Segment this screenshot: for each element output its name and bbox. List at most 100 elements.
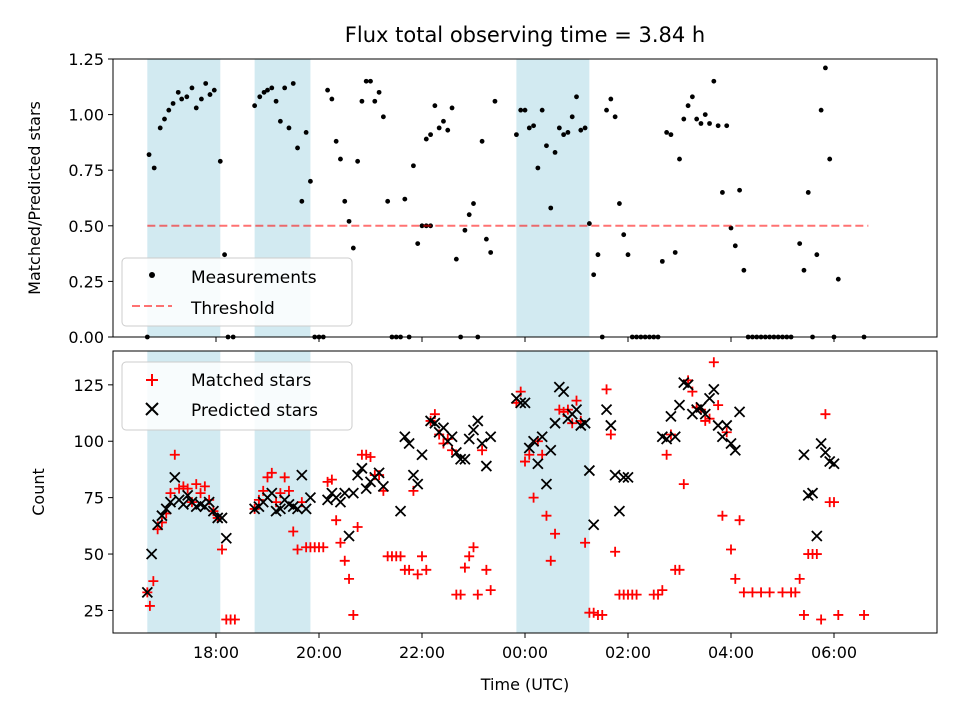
matched-star-marker [318, 542, 329, 553]
measurement-point [814, 252, 820, 258]
measurement-point [720, 190, 725, 195]
measurement-point [479, 138, 485, 144]
predicted-star-marker [515, 397, 527, 409]
matched-star-marker [331, 515, 342, 526]
measurement-point [578, 127, 584, 133]
predicted-star-marker [446, 431, 458, 443]
predicted-star-marker [583, 464, 596, 477]
measurement-point [376, 89, 382, 95]
figure-title: Flux total observing time = 3.84 h [345, 23, 705, 47]
matched-star-marker [859, 609, 870, 620]
matched-star-marker [520, 456, 530, 467]
matched-star-marker [199, 481, 210, 492]
measurement-point [471, 201, 476, 206]
measurement-point [211, 87, 217, 93]
x-axis-label: Time (UTC) [480, 675, 569, 694]
measurement-point [428, 132, 433, 138]
measurement-point [741, 267, 747, 273]
predicted-star-marker [156, 510, 168, 522]
matched-star-marker [597, 609, 608, 620]
measurement-point [372, 98, 378, 104]
matched-star-marker [588, 607, 599, 618]
measurement-point [732, 243, 738, 249]
predicted-star-marker [291, 503, 304, 515]
predicted-star-marker [216, 512, 228, 524]
measurement-point [363, 78, 369, 84]
predicted-star-marker [660, 433, 673, 445]
legend-threshold-label: Threshold [190, 299, 275, 319]
measurement-point [526, 125, 532, 131]
measurement-point [604, 107, 609, 113]
measurement-point [402, 196, 408, 202]
matched-star-marker [404, 564, 415, 575]
measurement-point [385, 198, 391, 204]
matched-star-marker [421, 564, 432, 575]
matched-star-marker [713, 400, 724, 411]
predicted-star-marker [403, 437, 415, 450]
matched-star-marker [253, 494, 264, 505]
predicted-star-marker [437, 422, 450, 434]
matched-star-marker [365, 452, 376, 463]
measurement-point [282, 85, 288, 91]
matched-star-marker [756, 587, 767, 598]
matched-star-marker [182, 483, 193, 494]
predicted-star-marker [703, 392, 716, 405]
matched-star-marker [661, 449, 672, 460]
measurement-point [621, 232, 627, 238]
measurement-point [166, 107, 172, 113]
measurement-point [711, 78, 717, 84]
bottom-ytick-label: 50 [84, 545, 104, 564]
matched-star-marker [283, 485, 294, 496]
predicted-star-marker [699, 408, 711, 420]
measurement-point [681, 116, 687, 122]
measurement-point [582, 125, 588, 131]
matched-star-marker [747, 587, 758, 598]
predicted-star-marker [605, 419, 617, 432]
measurement-point [199, 96, 204, 102]
predicted-star-marker [721, 419, 733, 432]
predicted-star-marker [182, 489, 194, 502]
measurement-point [355, 158, 361, 164]
measurement-point [189, 85, 195, 91]
measurement-point [724, 123, 730, 129]
matched-star-marker [178, 481, 189, 492]
predicted-star-marker [266, 487, 278, 499]
matched-star-marker [738, 587, 749, 598]
measurement-point [350, 245, 356, 251]
matched-star-marker [605, 429, 616, 440]
measurement-point [175, 89, 181, 95]
predicted-star-marker [407, 469, 420, 481]
measurement-point [308, 178, 313, 184]
predicted-star-marker [467, 424, 480, 436]
top-ylabel: Matched/Predicted stars [25, 101, 44, 295]
measurement-point [179, 96, 185, 102]
bottom-xtick-label: 22:00 [399, 643, 445, 662]
measurement-point [432, 103, 438, 109]
predicted-star-marker [472, 415, 484, 427]
predicted-star-marker [669, 431, 681, 443]
measurement-point [157, 125, 163, 131]
bottom-xtick-label: 02:00 [605, 643, 651, 662]
predicted-star-marker [557, 385, 570, 398]
measurement-point [325, 87, 330, 93]
predicted-star-marker [177, 498, 190, 511]
matched-star-marker [833, 609, 844, 620]
measurement-point [548, 205, 554, 211]
predicted-star-marker [454, 453, 467, 465]
measurement-point [801, 267, 807, 273]
matched-star-marker [288, 526, 299, 537]
bottom-shaded-interval [516, 351, 590, 633]
predicted-star-marker [811, 530, 823, 542]
matched-star-marker [554, 404, 565, 415]
predicted-star-marker [394, 505, 407, 517]
measurement-point [689, 94, 695, 100]
measurement-point [715, 123, 721, 129]
predicted-star-marker [613, 505, 626, 517]
predicted-star-marker [725, 437, 737, 450]
predicted-star-marker [600, 404, 613, 416]
measurement-point [492, 98, 498, 104]
matched-star-marker [279, 472, 290, 483]
matched-star-marker [477, 445, 488, 456]
matched-star-marker [528, 492, 539, 503]
matched-star-marker [730, 573, 741, 584]
